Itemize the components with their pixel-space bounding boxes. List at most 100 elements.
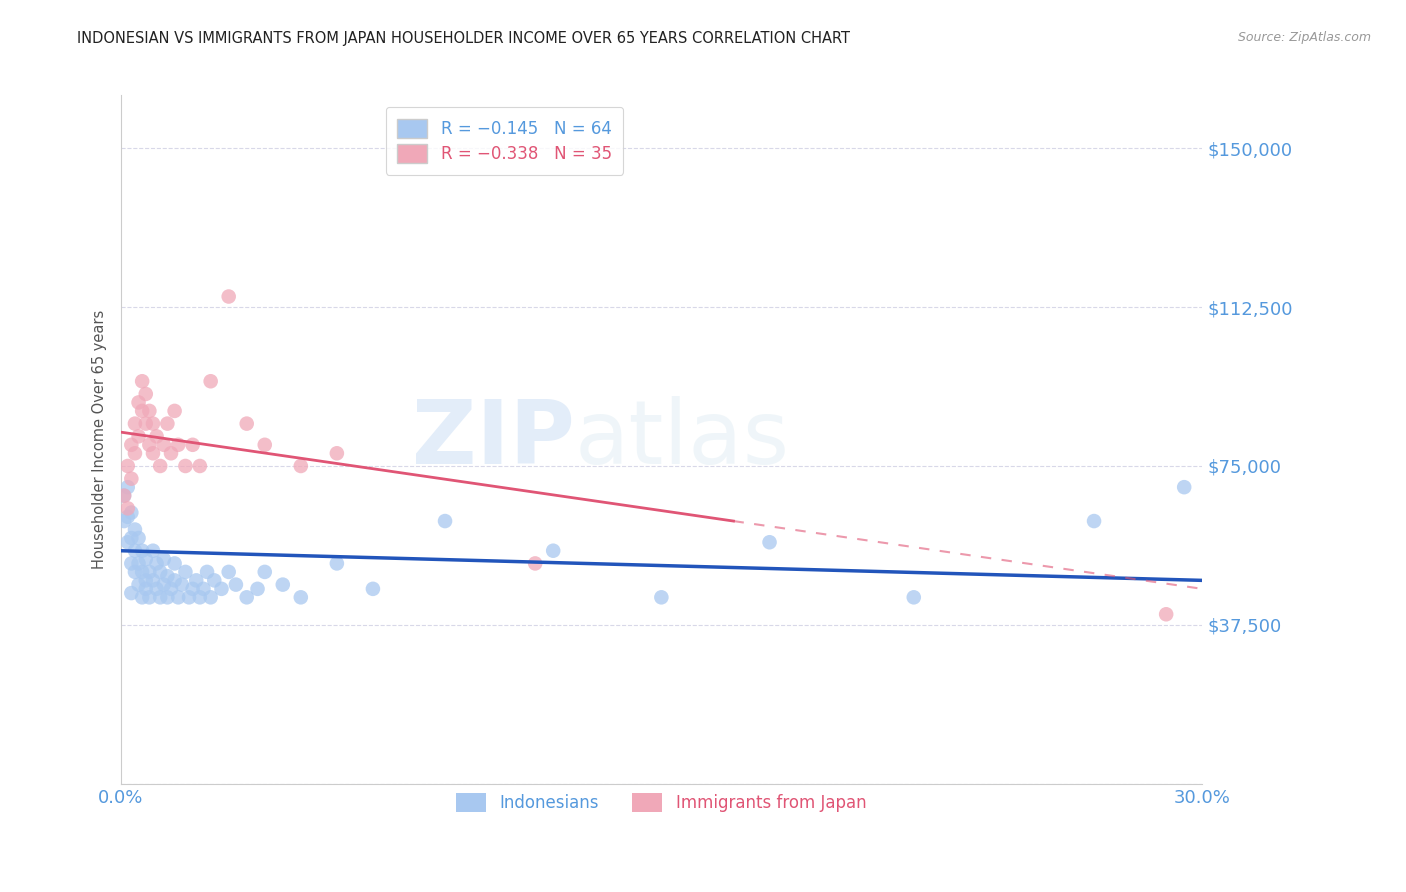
Point: [195, 565, 218, 579]
Point: [200, 374, 222, 388]
Point: [145, 557, 167, 571]
Point: [135, 417, 157, 431]
Point: [120, 472, 142, 486]
Point: [160, 446, 183, 460]
Point: [758, 535, 780, 549]
Point: [138, 438, 160, 452]
Point: [271, 577, 294, 591]
Point: [177, 591, 200, 605]
Point: [135, 574, 157, 588]
Point: [124, 565, 146, 579]
Point: [138, 591, 160, 605]
Point: [131, 543, 153, 558]
Point: [128, 531, 150, 545]
Point: [156, 569, 179, 583]
Point: [142, 574, 165, 588]
Point: [135, 387, 157, 401]
Point: [138, 404, 160, 418]
Point: [218, 289, 240, 303]
Point: [167, 438, 190, 452]
Point: [117, 480, 139, 494]
Point: [174, 565, 197, 579]
Text: ZIP: ZIP: [412, 396, 575, 483]
Point: [124, 446, 146, 460]
Point: [246, 582, 269, 596]
Point: [524, 557, 547, 571]
Point: [181, 438, 204, 452]
Point: [117, 535, 139, 549]
Point: [152, 552, 174, 566]
Point: [117, 458, 139, 473]
Point: [149, 565, 172, 579]
Point: [124, 543, 146, 558]
Point: [117, 509, 139, 524]
Point: [120, 531, 142, 545]
Point: [112, 514, 135, 528]
Point: [1154, 607, 1177, 622]
Point: [117, 501, 139, 516]
Point: [145, 429, 167, 443]
Point: [225, 577, 247, 591]
Point: [156, 591, 179, 605]
Point: [120, 557, 142, 571]
Point: [181, 582, 204, 596]
Point: [541, 543, 564, 558]
Y-axis label: Householder Income Over 65 years: Householder Income Over 65 years: [93, 310, 107, 569]
Point: [124, 417, 146, 431]
Point: [138, 565, 160, 579]
Point: [434, 514, 457, 528]
Point: [200, 591, 222, 605]
Point: [131, 565, 153, 579]
Point: [253, 438, 276, 452]
Point: [186, 574, 208, 588]
Point: [167, 591, 190, 605]
Point: [163, 404, 186, 418]
Point: [112, 489, 135, 503]
Point: [135, 552, 157, 566]
Point: [163, 557, 186, 571]
Point: [903, 591, 925, 605]
Point: [149, 458, 172, 473]
Point: [142, 417, 165, 431]
Point: [188, 591, 211, 605]
Point: [128, 557, 150, 571]
Text: INDONESIAN VS IMMIGRANTS FROM JAPAN HOUSEHOLDER INCOME OVER 65 YEARS CORRELATION: INDONESIAN VS IMMIGRANTS FROM JAPAN HOUS…: [77, 31, 851, 46]
Point: [202, 574, 225, 588]
Point: [135, 582, 157, 596]
Point: [188, 458, 211, 473]
Point: [160, 582, 183, 596]
Point: [128, 577, 150, 591]
Point: [152, 577, 174, 591]
Point: [131, 591, 153, 605]
Point: [235, 417, 257, 431]
Legend: Indonesians, Immigrants from Japan: Indonesians, Immigrants from Japan: [444, 781, 879, 823]
Point: [152, 438, 174, 452]
Point: [124, 523, 146, 537]
Point: [131, 404, 153, 418]
Text: atlas: atlas: [575, 396, 790, 483]
Point: [290, 458, 312, 473]
Point: [174, 458, 197, 473]
Point: [142, 543, 165, 558]
Point: [128, 429, 150, 443]
Point: [253, 565, 276, 579]
Text: Source: ZipAtlas.com: Source: ZipAtlas.com: [1237, 31, 1371, 45]
Point: [131, 374, 153, 388]
Point: [235, 591, 257, 605]
Point: [193, 582, 215, 596]
Point: [156, 417, 179, 431]
Point: [650, 591, 672, 605]
Point: [290, 591, 312, 605]
Point: [163, 574, 186, 588]
Point: [170, 577, 193, 591]
Point: [145, 582, 167, 596]
Point: [120, 438, 142, 452]
Point: [128, 395, 150, 409]
Point: [211, 582, 233, 596]
Point: [326, 557, 349, 571]
Point: [1173, 480, 1195, 494]
Point: [112, 489, 135, 503]
Point: [120, 586, 142, 600]
Point: [120, 506, 142, 520]
Point: [326, 446, 349, 460]
